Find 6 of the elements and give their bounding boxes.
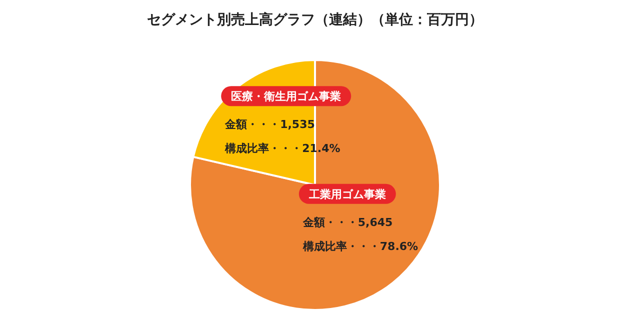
chart-title: セグメント別売上高グラフ（連結）（単位：百万円） — [147, 11, 483, 28]
pie-slice — [189, 59, 441, 311]
data-label: 金額・・・5,645 — [302, 216, 393, 229]
slice-label: 医療・衛生用ゴム事業 — [231, 90, 342, 104]
text: 構成比率・・・78.6% — [302, 240, 418, 253]
slice-label: 工業用ゴム事業 — [308, 188, 386, 201]
